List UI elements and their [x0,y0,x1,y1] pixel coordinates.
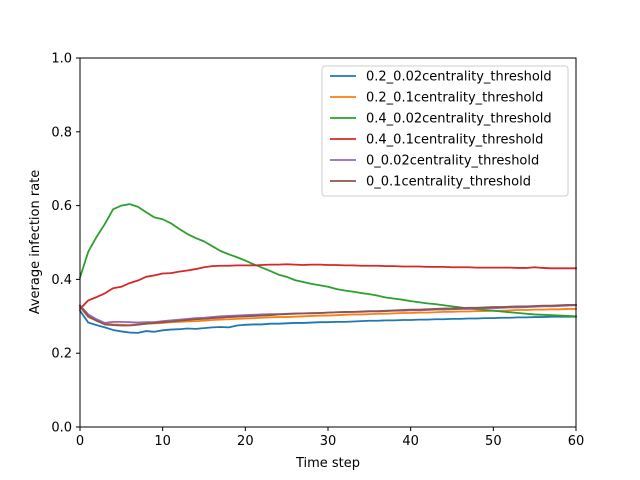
series-line-1 [78,309,577,334]
y-tick-label: 0.8 [51,125,72,140]
legend-entry-label: 0.4_0.1centrality_threshold [366,133,543,148]
series-line-3 [78,203,577,318]
y-tick-label: 0.0 [51,421,72,436]
y-tick-label: 1.0 [51,52,72,67]
y-tick-label: 0.4 [51,273,72,288]
x-axis-label: Time step [295,456,360,471]
x-tick-label: 40 [402,434,419,449]
legend-entry-label: 0_0.1centrality_threshold [366,175,531,190]
y-tick-label: 0.6 [51,199,72,214]
legend-box [321,65,569,197]
x-tick-label: 0 [76,434,84,449]
x-tick-label: 20 [237,434,254,449]
series-group [78,203,577,334]
legend-entry-label: 0.2_0.02centrality_threshold [366,70,552,85]
legend-entry-label: 0.4_0.02centrality_threshold [366,112,552,127]
series-line-4 [78,263,577,311]
series-line-6 [78,303,577,327]
legend-entry-label: 0_0.02centrality_threshold [366,154,539,169]
ticks-group: 0 10 20 30 40 50 60 0.0 0.2 0.4 0.6 0.8 1.0 [51,52,584,450]
legend: 0.2_0.02centrality_threshold 0.2_0.1centr… [321,65,569,197]
y-tick-label: 0.2 [51,347,72,362]
x-tick-label: 50 [485,434,502,449]
x-tick-label: 60 [568,434,585,449]
x-tick-label: 10 [154,434,171,449]
x-tick-label: 30 [320,434,337,449]
legend-entry-label: 0.2_0.1centrality_threshold [366,91,543,106]
y-axis-label: Average infection rate [28,170,43,315]
